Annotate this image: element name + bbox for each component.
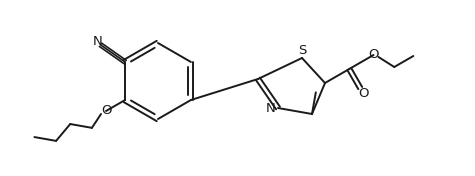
Text: N: N (266, 102, 276, 115)
Text: O: O (368, 49, 379, 61)
Text: O: O (358, 87, 369, 100)
Text: O: O (101, 105, 111, 118)
Text: N: N (92, 35, 102, 48)
Text: S: S (298, 43, 306, 56)
